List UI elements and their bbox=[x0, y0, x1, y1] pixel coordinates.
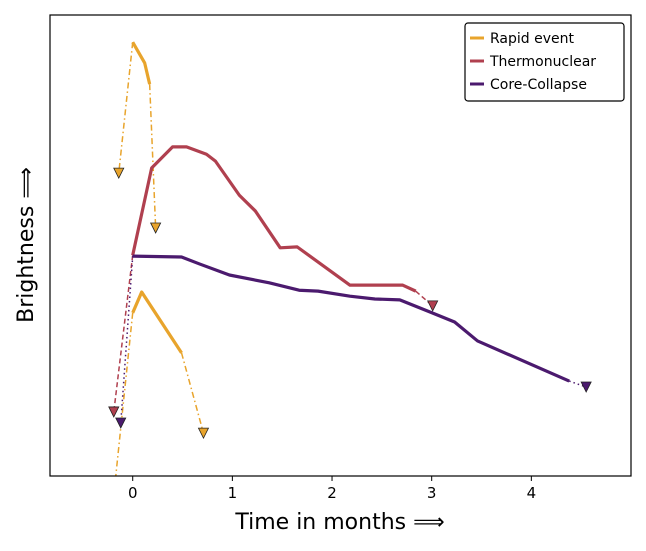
thermonuclear-upper-limit-marker bbox=[108, 406, 120, 418]
x-tick-label: 3 bbox=[427, 484, 437, 502]
rapid-event-upper-limit-line bbox=[115, 312, 134, 477]
core-collapse-upper-limit-marker bbox=[580, 381, 592, 393]
core-collapse-line bbox=[132, 254, 570, 383]
x-axis-label: Time in months ⟹ bbox=[234, 510, 444, 535]
legend-box bbox=[464, 22, 625, 102]
x-tick-label: 4 bbox=[527, 484, 537, 502]
rapid-event-upper-limit-marker bbox=[197, 427, 210, 440]
y-axis-label: Brightness ⟹ bbox=[14, 167, 39, 323]
rapid-event-upper-limit-line bbox=[148, 84, 157, 229]
thermonuclear-upper-limit-line bbox=[113, 255, 134, 413]
x-tick-label: 0 bbox=[128, 484, 138, 502]
rapid-event-upper-limit-marker bbox=[113, 167, 125, 180]
rapid-event-upper-limit-line bbox=[180, 352, 205, 434]
rapid-event-upper-limit-marker bbox=[149, 222, 162, 234]
rapid-event-upper-limit-line bbox=[118, 42, 134, 174]
rapid-event-line bbox=[131, 41, 152, 85]
thermonuclear-line bbox=[131, 145, 417, 293]
axes-frame bbox=[49, 14, 632, 477]
x-tick-label: 2 bbox=[327, 484, 337, 502]
plot-area bbox=[108, 41, 592, 477]
core-collapse-upper-limit-line bbox=[120, 256, 134, 424]
legend-label-rapid-event: Rapid event bbox=[490, 31, 574, 47]
legend-label-core-collapse: Core-Collapse bbox=[490, 77, 587, 93]
legend-label-thermonuclear: Thermonuclear bbox=[489, 54, 596, 70]
x-tick-label: 1 bbox=[228, 484, 238, 502]
core-collapse-upper-limit-marker bbox=[115, 417, 127, 429]
rapid-event-line bbox=[131, 290, 183, 354]
legend: Rapid event Thermonuclear Core-Collapse bbox=[464, 22, 625, 102]
x-axis: 0 1 2 3 4 bbox=[128, 476, 536, 502]
thermonuclear-upper-limit-marker bbox=[427, 300, 439, 312]
